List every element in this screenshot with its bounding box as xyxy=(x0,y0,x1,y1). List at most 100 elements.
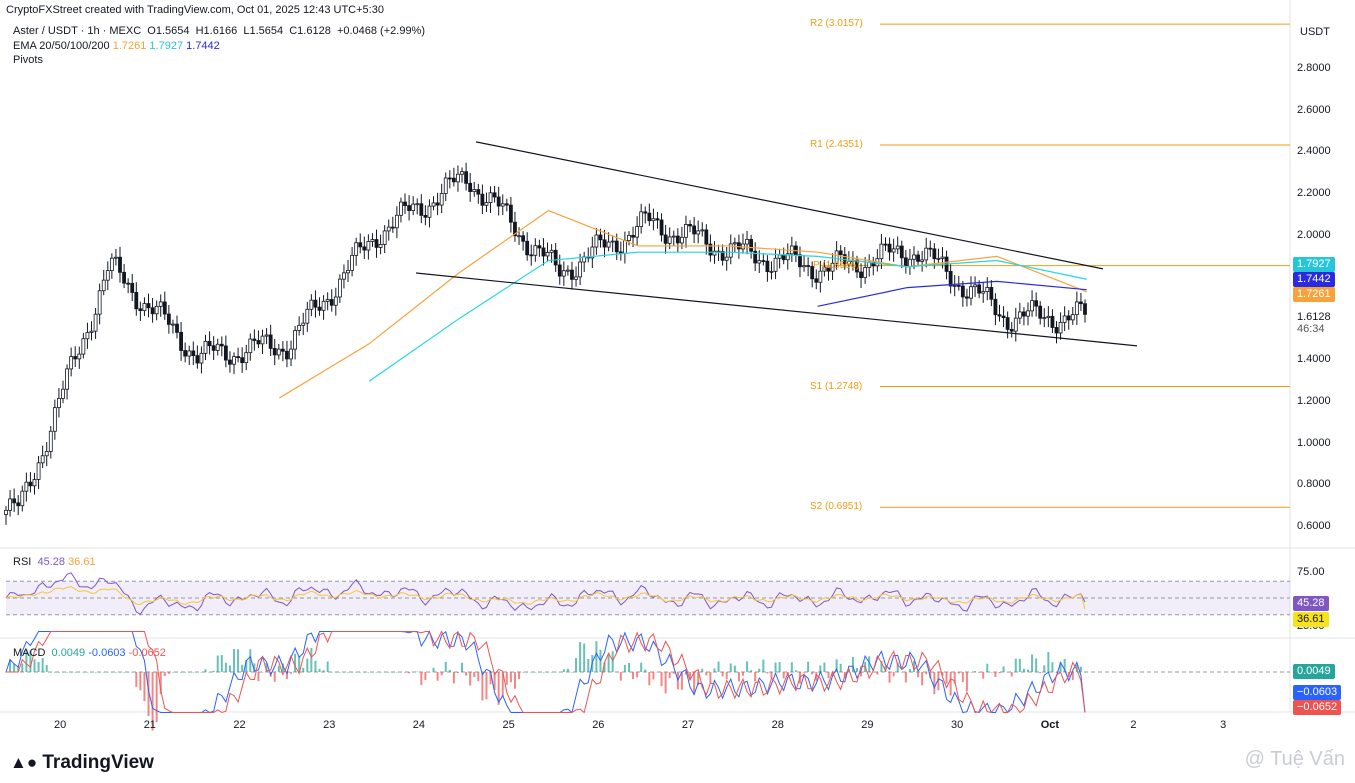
macd-hist-bar xyxy=(330,672,333,673)
candle-up xyxy=(627,235,631,242)
candle-up xyxy=(769,270,774,273)
macd-price-label: −0.0603 xyxy=(1293,685,1342,700)
candle-down xyxy=(468,182,473,192)
candle-down xyxy=(419,203,424,216)
candle-down xyxy=(219,343,224,347)
macd-hist-bar xyxy=(562,669,565,672)
macd-hist-bar xyxy=(29,650,32,672)
candle-up xyxy=(321,300,326,311)
candle-up xyxy=(44,451,49,457)
candle-up xyxy=(891,248,896,253)
ema20-line xyxy=(279,209,1087,399)
macd-hist-bar xyxy=(811,672,814,675)
candle-down xyxy=(1022,311,1026,317)
macd-legend[interactable]: MACD 0.0049 -0.0603 -0.0652 xyxy=(13,647,166,659)
macd-hist-bar xyxy=(265,662,268,672)
candle-up xyxy=(610,240,615,243)
candle-down xyxy=(720,251,725,261)
macd-hist-bar xyxy=(656,671,659,673)
macd-hist-bar xyxy=(294,653,297,672)
macd-hist-bar xyxy=(1031,654,1034,672)
macd-hist-bar xyxy=(497,672,500,705)
macd-hist-bar xyxy=(375,672,378,673)
macd-hist-bar xyxy=(949,672,952,696)
macd-hist-bar xyxy=(237,649,240,672)
candle-up xyxy=(48,430,53,452)
macd-hist-bar xyxy=(245,660,248,672)
candle-down xyxy=(508,204,513,223)
macd-hist-bar xyxy=(257,672,260,682)
candle-up xyxy=(635,226,640,238)
candle-up xyxy=(822,266,827,272)
candle-down xyxy=(1066,315,1071,321)
macd-hist-bar xyxy=(542,672,545,673)
tradingview-logo[interactable]: ▲● TradingView xyxy=(10,752,154,774)
time-tick: 22 xyxy=(233,719,246,731)
candle-up xyxy=(981,291,986,294)
price-tick: 0.8000 xyxy=(1297,478,1331,491)
macd-pane xyxy=(5,630,1290,731)
candle-down xyxy=(122,271,126,284)
candle-down xyxy=(423,215,428,218)
candle-down xyxy=(73,356,78,360)
currency-label[interactable]: USDT xyxy=(1300,26,1330,38)
price-tick: 1.0000 xyxy=(1297,436,1331,449)
candle-down xyxy=(798,254,802,268)
macd-hist-bar xyxy=(131,672,134,673)
macd-signal-value: -0.0652 xyxy=(128,647,166,659)
price-tick: 2.4000 xyxy=(1297,145,1331,158)
macd-hist-bar xyxy=(176,672,179,673)
candle-down xyxy=(134,292,139,310)
macd-hist-bar xyxy=(839,663,842,672)
macd-hist-bar xyxy=(619,672,622,681)
candle-up xyxy=(57,397,61,409)
macd-hist-bar xyxy=(94,672,97,673)
candle-down xyxy=(993,298,998,316)
pivot-label: P (1.8556) xyxy=(813,259,860,271)
candle-down xyxy=(948,270,953,287)
rsi-legend[interactable]: RSI 45.28 36.61 xyxy=(13,556,96,568)
macd-hist-bar xyxy=(823,662,826,672)
candle-up xyxy=(305,308,310,324)
macd-hist-bar xyxy=(387,672,390,673)
candle-up xyxy=(32,479,37,487)
macd-hist-bar xyxy=(957,672,960,674)
macd-hist-bar xyxy=(550,672,553,673)
macd-hist-bar xyxy=(326,661,329,672)
macd-hist-bar xyxy=(233,648,236,672)
macd-hist-bar xyxy=(53,672,56,673)
candle-up xyxy=(500,203,505,207)
candle-up xyxy=(109,257,114,272)
macd-hist-bar xyxy=(583,643,586,672)
candle-up xyxy=(667,236,672,244)
macd-hist-bar xyxy=(896,662,899,672)
macd-hist-bar xyxy=(1071,672,1074,680)
macd-hist-bar xyxy=(481,672,484,701)
time-tick: 24 xyxy=(412,719,426,731)
candle-down xyxy=(504,203,509,206)
candle-up xyxy=(394,214,399,229)
candle-up xyxy=(1013,317,1018,332)
pivots-legend[interactable]: Pivots xyxy=(13,54,43,66)
candle-up xyxy=(574,276,578,280)
macd-hist-bar xyxy=(253,663,256,672)
time-tick: 21 xyxy=(143,719,156,731)
candle-up xyxy=(65,368,69,390)
macd-hist-bar xyxy=(489,672,492,685)
candle-up xyxy=(684,224,688,238)
macd-hist-bar xyxy=(180,672,183,673)
ema-legend[interactable]: EMA 20/50/100/200 1.7261 1.7927 1.7442 xyxy=(13,40,220,52)
pivot-label: S1 (1.2748) xyxy=(810,380,863,392)
macd-hist-bar xyxy=(758,668,761,672)
macd-hist-bar xyxy=(493,672,496,691)
candle-down xyxy=(553,249,558,266)
candle-up xyxy=(333,296,338,306)
macd-hist-bar xyxy=(416,671,419,673)
time-tick: 26 xyxy=(592,719,605,731)
macd-hist-bar xyxy=(469,672,472,686)
macd-hist-bar xyxy=(204,669,207,672)
macd-hist-bar xyxy=(689,672,692,680)
macd-hist-bar xyxy=(912,661,915,672)
candle-up xyxy=(289,348,293,360)
